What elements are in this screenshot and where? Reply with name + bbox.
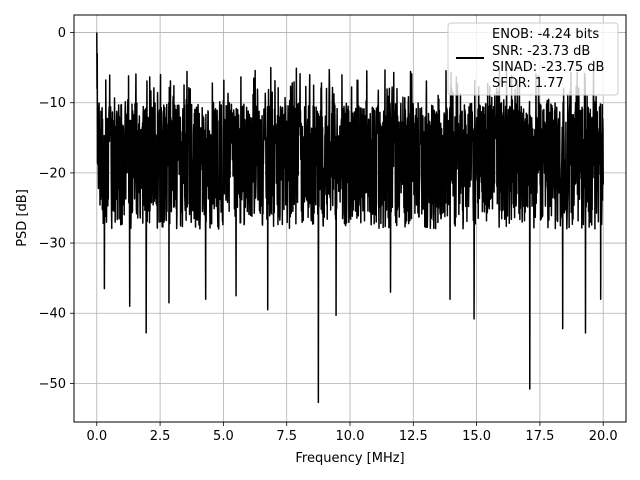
x-tick-label: 17.5 <box>525 429 554 444</box>
y-tick-label: −30 <box>39 237 66 252</box>
y-tick-label: −20 <box>39 166 66 181</box>
x-axis-ticks: 0.0 2.5 5.0 7.5 10.0 12.5 15.0 17.5 20.0 <box>86 422 618 444</box>
x-tick-label: 5.0 <box>213 429 234 444</box>
legend-sfdr: SFDR: 1.77 <box>492 76 564 91</box>
y-axis-label: PSD [dB] <box>15 189 30 247</box>
legend: ENOB: -4.24 bits SNR: -23.73 dB SINAD: -… <box>447 22 619 96</box>
x-tick-label: 15.0 <box>462 429 491 444</box>
legend-enob: ENOB: -4.24 bits <box>492 27 599 42</box>
y-tick-label: −10 <box>39 96 66 111</box>
legend-box <box>447 22 619 96</box>
x-tick-label: 10.0 <box>336 429 365 444</box>
x-tick-label: 20.0 <box>589 429 618 444</box>
psd-trace-layer <box>96 32 604 404</box>
y-axis-ticks: 0 −10 −20 −30 −40 −50 <box>39 26 74 392</box>
y-tick-label: −40 <box>39 307 66 322</box>
legend-sinad: SINAD: -23.75 dB <box>492 60 604 75</box>
x-axis-label: Frequency [MHz] <box>295 451 404 466</box>
y-tick-label: −50 <box>39 377 66 392</box>
x-tick-label: 0.0 <box>86 429 107 444</box>
psd-series-line <box>96 32 604 404</box>
x-tick-label: 12.5 <box>399 429 428 444</box>
x-tick-label: 2.5 <box>150 429 171 444</box>
y-tick-label: 0 <box>58 26 66 41</box>
legend-snr: SNR: -23.73 dB <box>492 44 590 59</box>
x-tick-label: 7.5 <box>276 429 297 444</box>
